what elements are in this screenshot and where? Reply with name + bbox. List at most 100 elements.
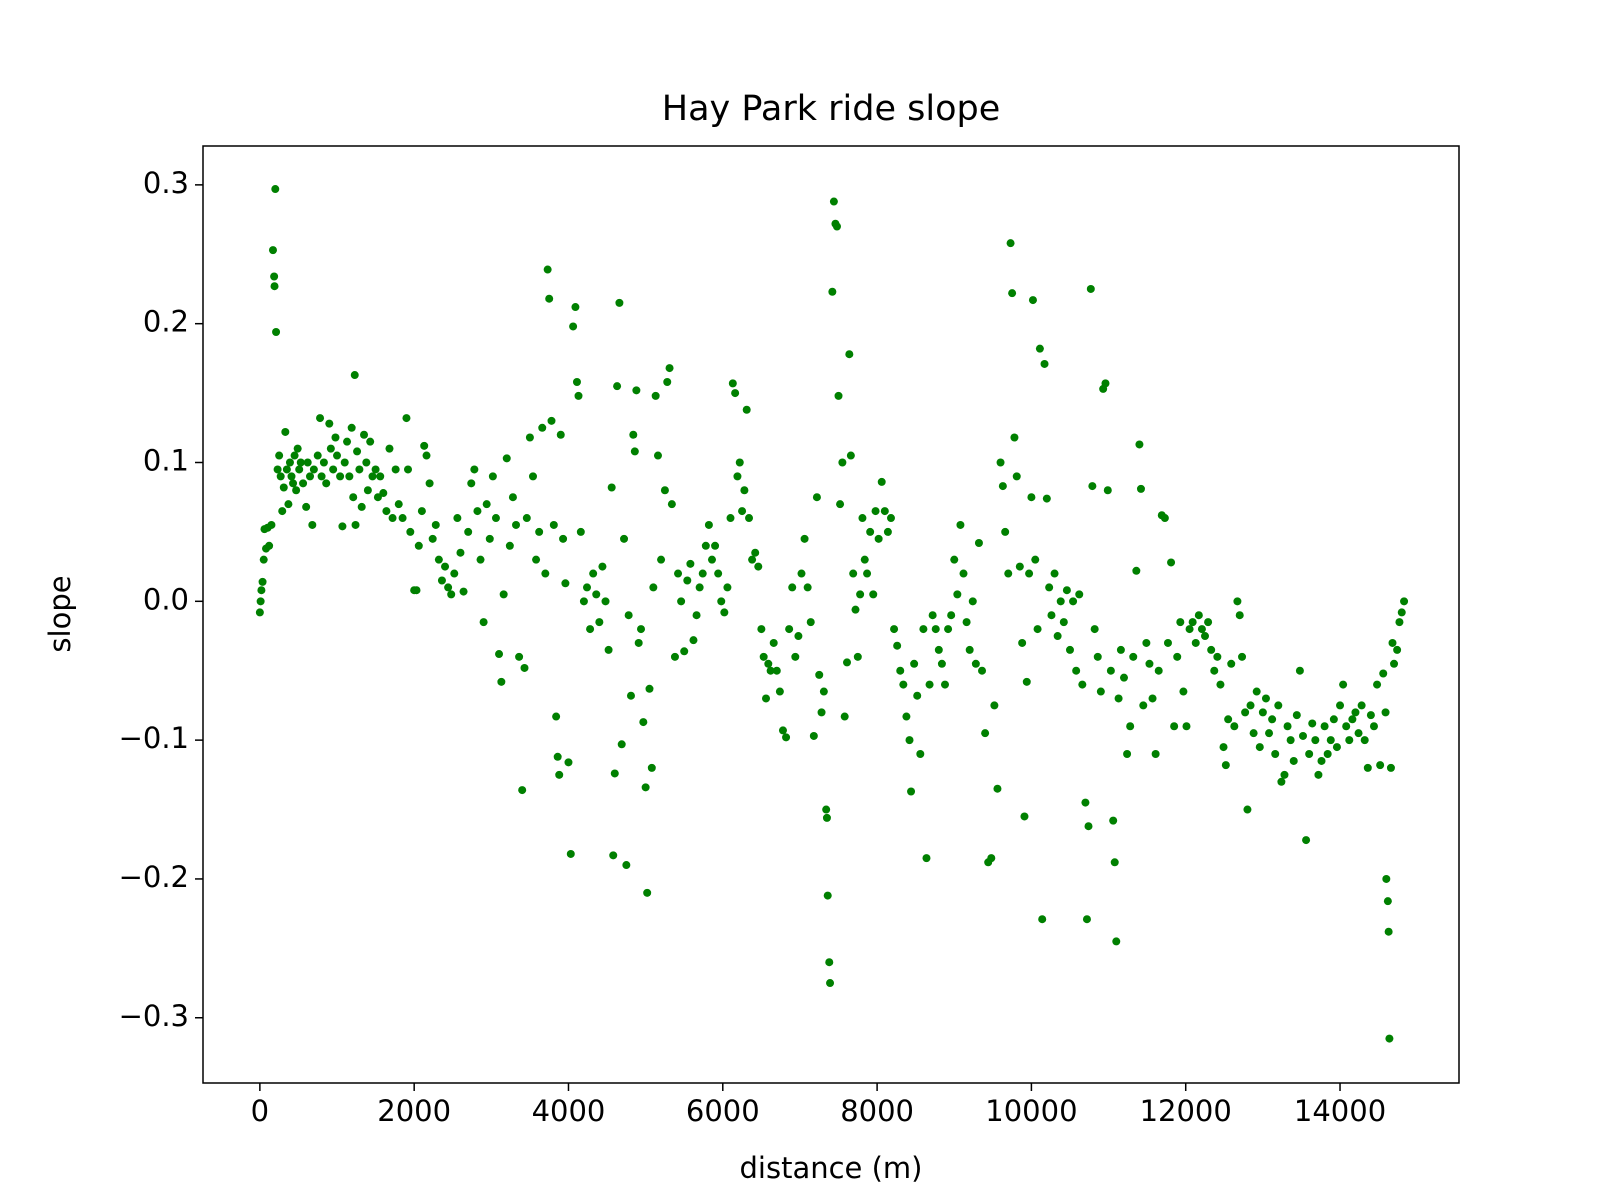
point xyxy=(388,514,397,523)
point xyxy=(822,805,831,814)
x-tick-label: 8000 xyxy=(840,1094,914,1128)
point xyxy=(473,507,482,516)
point xyxy=(880,507,889,516)
point xyxy=(595,618,604,627)
point xyxy=(959,569,968,578)
point xyxy=(556,430,565,439)
point xyxy=(1062,586,1071,595)
point xyxy=(846,451,855,460)
point xyxy=(1238,652,1247,661)
point xyxy=(1142,638,1151,647)
point xyxy=(347,423,356,432)
point xyxy=(322,479,331,488)
point xyxy=(916,750,925,759)
point xyxy=(420,441,429,450)
point xyxy=(368,472,377,481)
point xyxy=(692,611,701,620)
point xyxy=(667,500,676,509)
y-tick-label: 0.0 xyxy=(143,582,189,616)
point xyxy=(273,465,282,474)
x-axis-label: distance (m) xyxy=(740,1151,923,1185)
point xyxy=(649,583,658,592)
point xyxy=(1022,677,1031,686)
point xyxy=(860,555,869,564)
point xyxy=(357,502,366,511)
point xyxy=(785,625,794,634)
point xyxy=(910,659,919,668)
point xyxy=(1072,666,1081,675)
point xyxy=(686,559,695,568)
point xyxy=(806,618,815,627)
point xyxy=(620,534,629,543)
point xyxy=(1001,527,1010,536)
point xyxy=(1106,666,1115,675)
point xyxy=(863,569,872,578)
point xyxy=(1006,239,1015,248)
point xyxy=(826,979,835,988)
point xyxy=(1075,590,1084,599)
point xyxy=(731,389,740,398)
point xyxy=(295,465,304,474)
point xyxy=(1167,558,1176,567)
point xyxy=(345,472,354,481)
point xyxy=(745,514,754,523)
y-tick-label: 0.3 xyxy=(143,166,189,200)
point xyxy=(555,770,564,779)
point xyxy=(491,514,500,523)
point xyxy=(331,433,340,442)
point xyxy=(1397,608,1406,617)
point xyxy=(1357,701,1366,710)
point xyxy=(893,641,902,650)
point xyxy=(751,548,760,557)
point xyxy=(293,444,302,453)
point xyxy=(1101,379,1110,388)
point xyxy=(1028,296,1037,305)
chart-title: Hay Park ride slope xyxy=(662,89,1000,129)
point xyxy=(287,472,296,481)
point xyxy=(836,500,845,509)
point xyxy=(1015,562,1024,571)
point xyxy=(1400,597,1409,606)
y-axis-label: slope xyxy=(43,575,77,652)
point xyxy=(306,472,315,481)
point xyxy=(632,386,641,395)
point xyxy=(360,430,369,439)
point xyxy=(874,534,883,543)
point xyxy=(1363,763,1372,772)
point xyxy=(582,583,591,592)
point xyxy=(714,569,723,578)
point xyxy=(422,451,431,460)
point xyxy=(1188,618,1197,627)
point xyxy=(488,472,497,481)
point xyxy=(1045,583,1054,592)
point xyxy=(643,888,652,897)
point xyxy=(683,576,692,585)
point xyxy=(535,527,544,536)
point xyxy=(470,465,479,474)
point xyxy=(385,444,394,453)
point xyxy=(1194,611,1203,620)
point xyxy=(561,579,570,588)
point xyxy=(919,625,928,634)
point xyxy=(394,500,403,509)
point xyxy=(1084,822,1093,831)
point xyxy=(1173,652,1182,661)
point xyxy=(1221,761,1230,770)
point xyxy=(965,645,974,654)
point xyxy=(794,632,803,641)
point xyxy=(761,694,770,703)
point xyxy=(309,465,318,474)
point xyxy=(1081,798,1090,807)
point xyxy=(1255,743,1264,752)
y-tick-label: −0.2 xyxy=(119,860,189,894)
point xyxy=(629,430,638,439)
point xyxy=(376,472,385,481)
point xyxy=(886,514,895,523)
point xyxy=(858,514,867,523)
point xyxy=(663,377,672,386)
point xyxy=(1207,645,1216,654)
point xyxy=(1292,711,1301,720)
point xyxy=(1090,625,1099,634)
point xyxy=(1201,632,1210,641)
point xyxy=(641,783,650,792)
